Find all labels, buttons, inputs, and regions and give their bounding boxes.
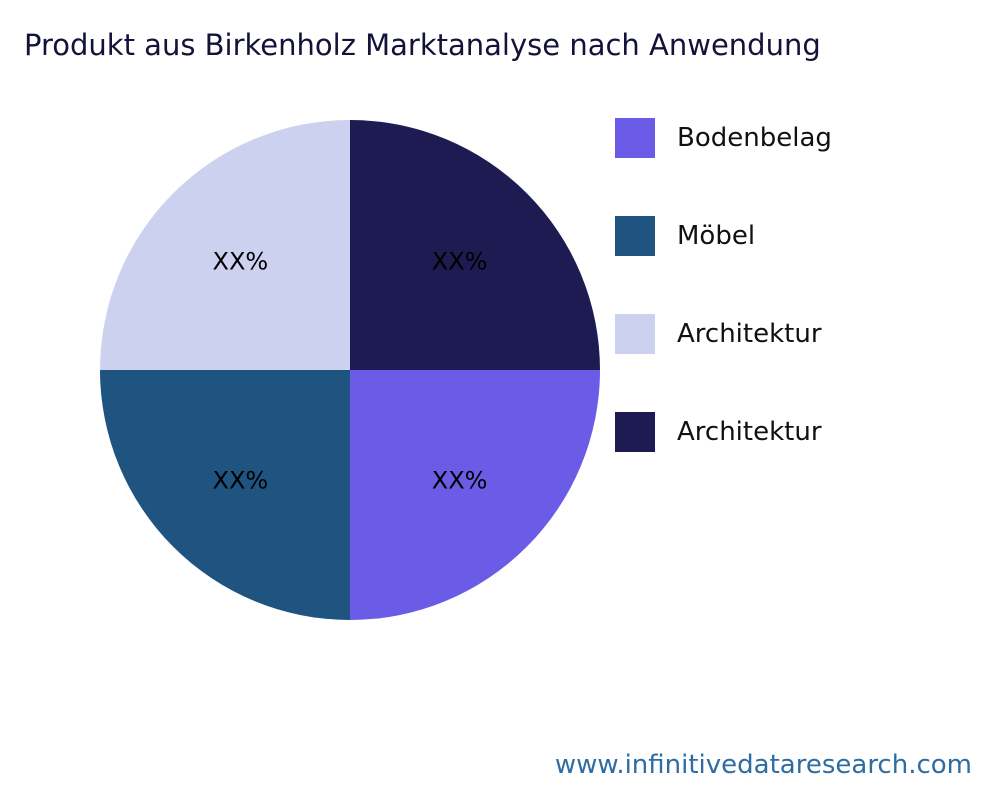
pie-slice	[100, 120, 350, 370]
legend-swatch-architektur-light	[615, 314, 655, 354]
legend-swatch-moebel	[615, 216, 655, 256]
legend-label-bodenbelag: Bodenbelag	[677, 123, 832, 153]
legend-label-moebel: Möbel	[677, 221, 756, 251]
legend-item: Bodenbelag	[615, 118, 832, 158]
legend-swatch-bodenbelag	[615, 118, 655, 158]
slice-label: XX%	[213, 247, 269, 275]
pie-chart: XX% XX% XX% XX%	[100, 120, 600, 620]
pie-slice	[350, 120, 600, 370]
legend-item: Architektur	[615, 314, 832, 354]
legend-item: Architektur	[615, 412, 832, 452]
legend-label-architektur-dark: Architektur	[677, 417, 822, 447]
slice-label: XX%	[432, 467, 488, 495]
watermark-url: www.infinitivedataresearch.com	[554, 750, 972, 780]
pie-chart-area: XX% XX% XX% XX%	[100, 120, 600, 620]
slice-label: XX%	[213, 467, 269, 495]
legend-label-architektur-light: Architektur	[677, 319, 822, 349]
pie-slice	[100, 370, 350, 620]
legend-swatch-architektur-dark	[615, 412, 655, 452]
pie-slice	[350, 370, 600, 620]
slice-label: XX%	[432, 247, 488, 275]
legend-item: Möbel	[615, 216, 832, 256]
legend: Bodenbelag Möbel Architektur Architektur	[615, 118, 832, 452]
chart-title: Produkt aus Birkenholz Marktanalyse nach…	[24, 28, 821, 62]
